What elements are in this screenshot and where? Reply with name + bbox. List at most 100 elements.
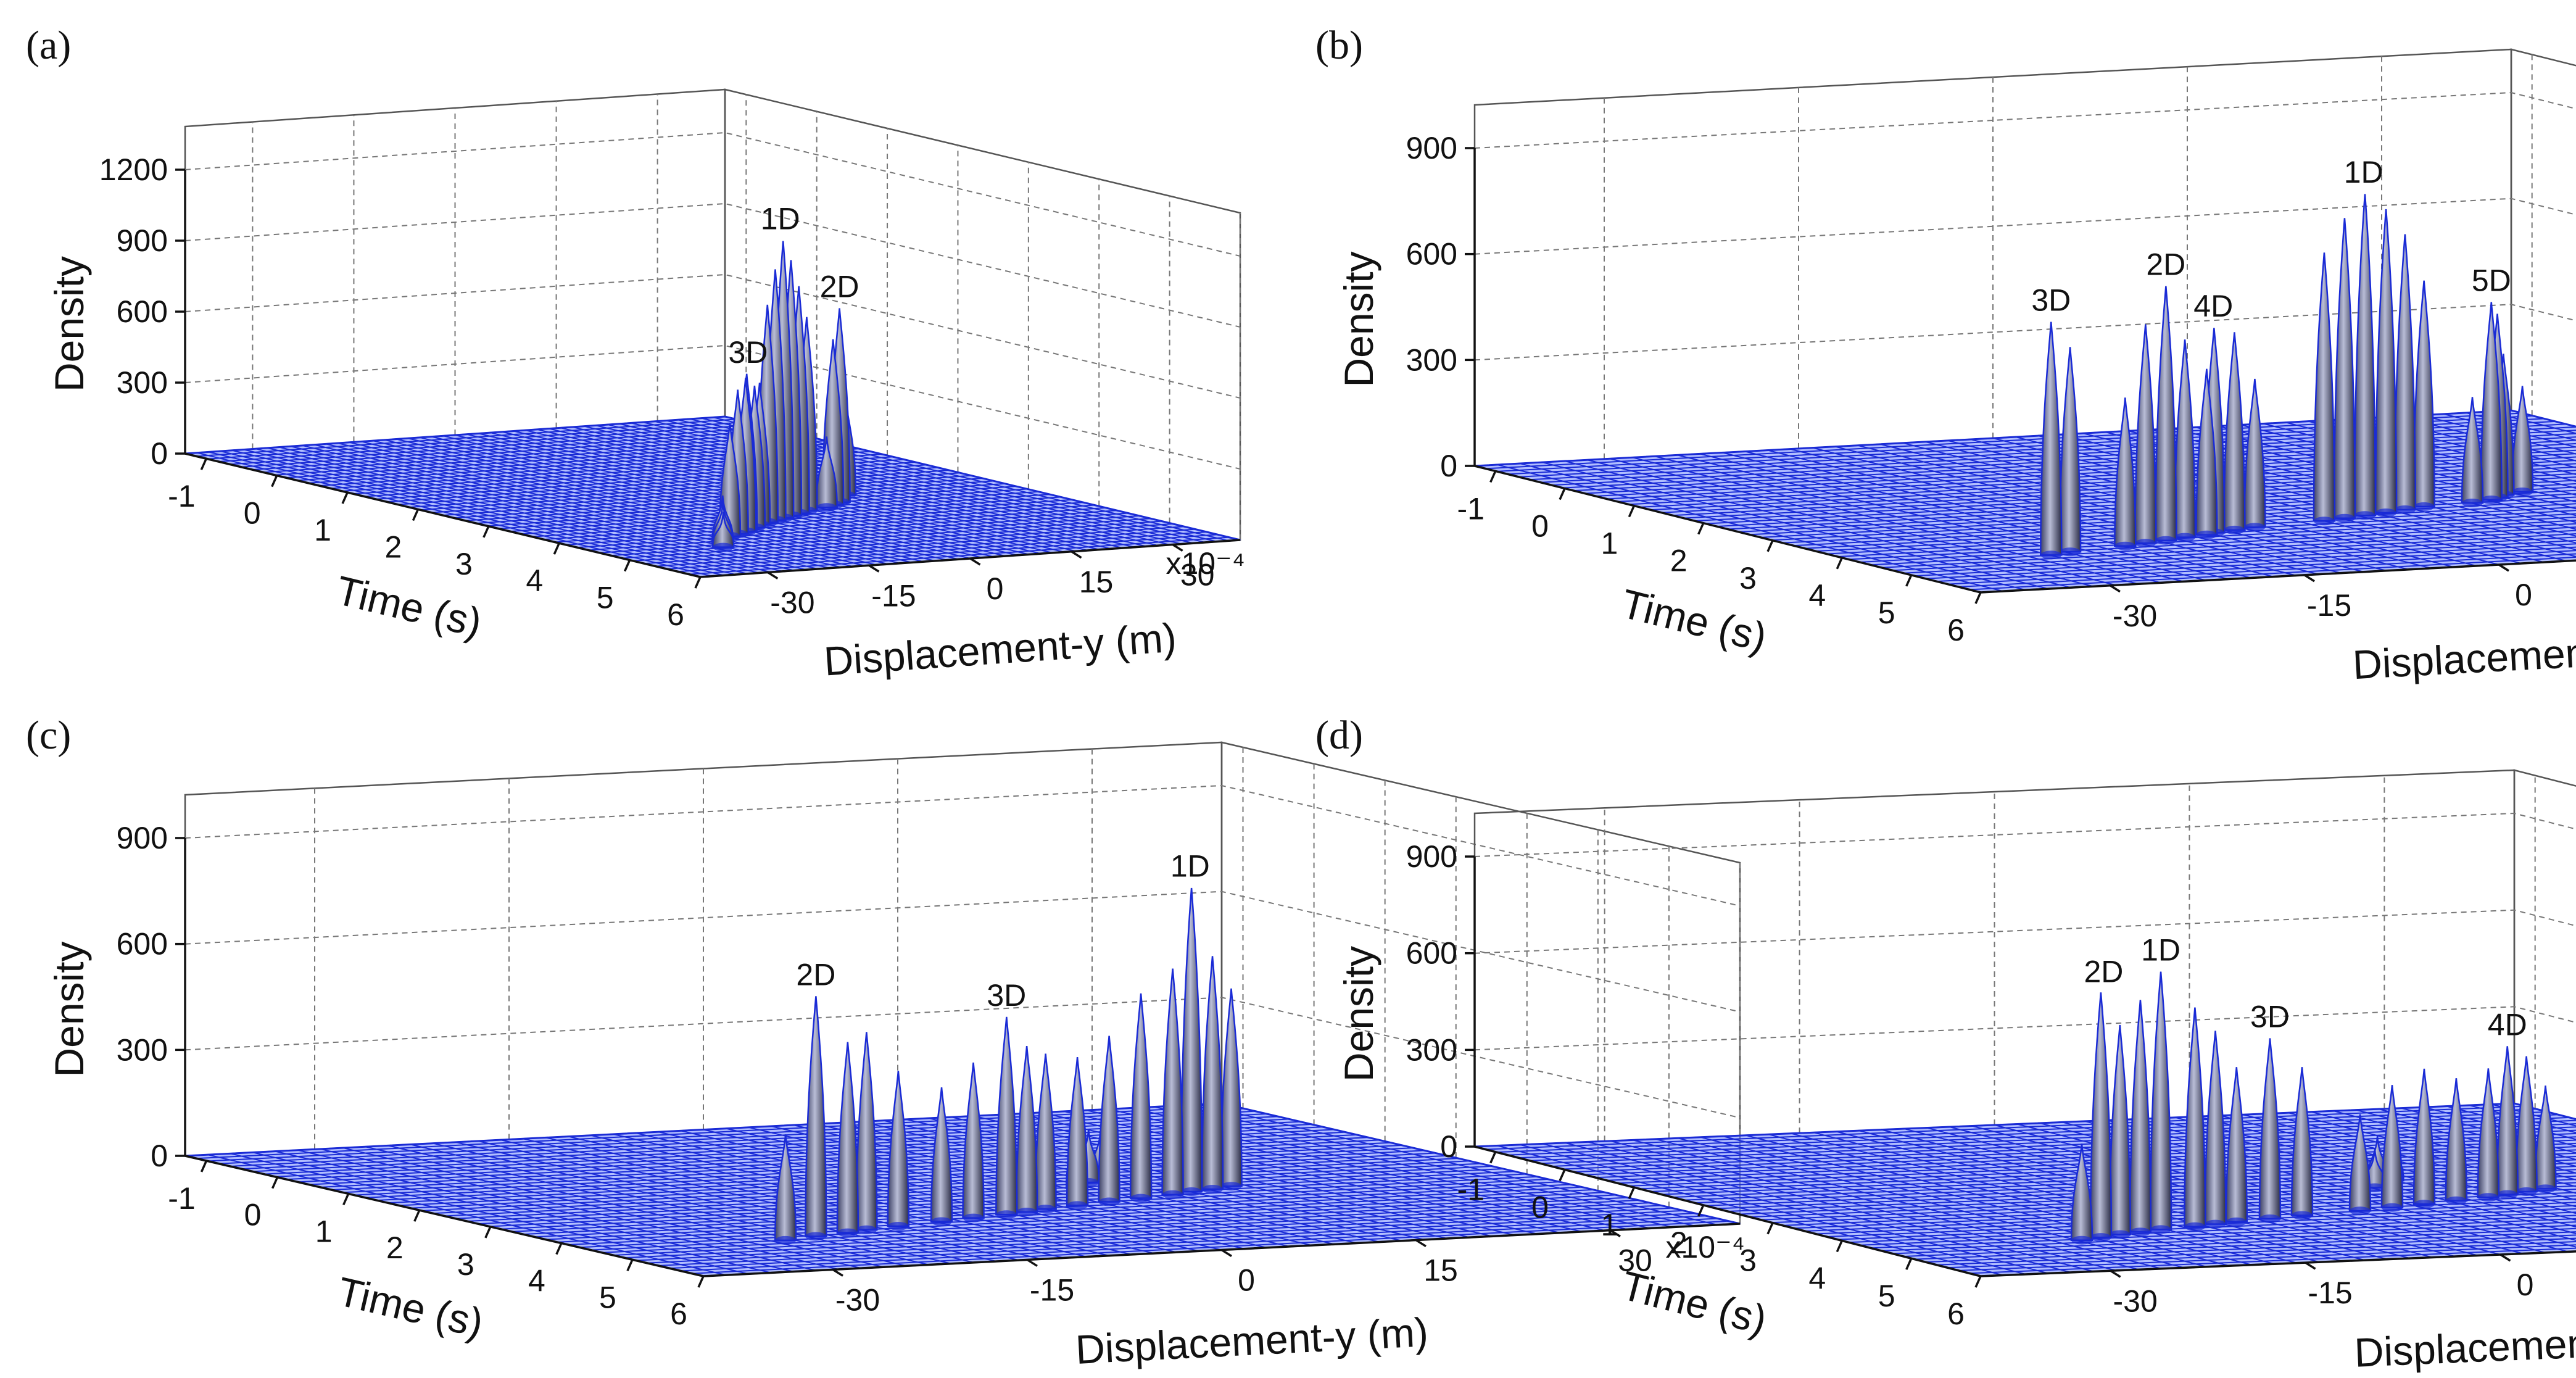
spike-base	[2512, 488, 2533, 497]
spike-base	[816, 503, 837, 512]
mesh-line	[278, 446, 795, 571]
time-tick	[484, 1226, 492, 1239]
density-spike	[2380, 1085, 2404, 1208]
mesh-line	[320, 1148, 839, 1270]
displacement-tick-label: 0	[987, 571, 1004, 606]
mesh-line	[1699, 453, 2206, 581]
mesh-line	[1857, 444, 2364, 573]
mesh-line	[2356, 1109, 2576, 1167]
mesh-line	[1520, 1143, 2026, 1275]
spike-base	[2291, 1211, 2313, 1220]
displacement-tick-label: -30	[770, 586, 814, 620]
density-spike	[2134, 324, 2157, 544]
spike-base	[2334, 513, 2355, 523]
spike-base	[775, 1235, 797, 1245]
density-spike	[1180, 887, 1203, 1193]
time-tick	[1559, 488, 1566, 500]
spike-base	[2477, 1193, 2499, 1202]
z-gridline	[1474, 304, 2576, 361]
mesh-line	[2488, 410, 2576, 434]
time-tick	[341, 492, 349, 504]
displacement-tick	[2110, 1269, 2121, 1278]
z-tick-label: 900	[117, 821, 168, 855]
spike-base	[2155, 536, 2177, 545]
density-spike	[2258, 1038, 2282, 1220]
time-tick	[1697, 522, 1705, 535]
mesh-line	[230, 1153, 749, 1275]
time-tick-label: 5	[1878, 1279, 1895, 1313]
panel-label: (d)	[1315, 713, 1363, 758]
mesh-line	[220, 450, 736, 576]
density-spike	[2058, 347, 2082, 553]
density-spike	[887, 1071, 910, 1227]
spike-base	[2040, 550, 2062, 560]
time-tick-label: 1	[315, 1214, 333, 1248]
density-spike	[2223, 332, 2246, 531]
mesh-line	[478, 1140, 997, 1262]
time-tick-label: 6	[1947, 1297, 1965, 1331]
displacement-exponent: x10⁻⁴	[1666, 1230, 1746, 1264]
time-axis	[184, 1155, 704, 1277]
mesh-line	[1199, 1103, 1718, 1226]
density-spike	[1066, 1056, 1089, 1206]
mesh-line	[1633, 1139, 2139, 1271]
displacement-tick	[1172, 544, 1183, 552]
time-tick	[1766, 540, 1774, 552]
displacement-tick-label: -15	[871, 578, 916, 613]
displacement-axis-title: Displacement-y (m)	[822, 615, 1178, 684]
spike-base	[2413, 1200, 2435, 1209]
time-axis	[184, 452, 701, 578]
time-tick-label: 1	[1601, 526, 1618, 561]
density-spikes	[711, 241, 857, 552]
time-tick-label: 2	[1670, 544, 1688, 578]
time-tick	[1489, 1151, 1497, 1164]
time-tick	[1697, 1205, 1705, 1217]
displacement-tick-label: 15	[1079, 565, 1114, 599]
time-tick	[200, 458, 207, 470]
time-tick	[482, 526, 490, 538]
time-tick-label: 2	[385, 529, 402, 564]
mesh-line	[658, 1131, 1177, 1253]
density-spike	[2412, 1068, 2436, 1205]
time-tick-label: 5	[599, 1280, 616, 1314]
spike-base	[1098, 1197, 1120, 1206]
time-tick	[626, 1259, 634, 1271]
displacement-exponent: x10⁻⁴	[1166, 546, 1246, 581]
spike-base	[1035, 1205, 1056, 1214]
spike-base	[2129, 1227, 2151, 1237]
time-tick-label: 4	[528, 1264, 545, 1298]
z-gridline	[1474, 909, 2576, 954]
displacement-tick-label: 30	[1618, 1243, 1652, 1278]
density-spike	[2070, 1143, 2094, 1241]
time-tick-label: -1	[1457, 1173, 1484, 1207]
displacement-tick	[1415, 1239, 1427, 1248]
mesh-line	[2469, 1105, 2576, 1134]
spike-base	[2462, 499, 2483, 508]
mesh-line	[1632, 457, 2139, 585]
density-spike	[2204, 1031, 2227, 1225]
right-wall	[2513, 769, 2576, 1120]
peak-label: 1D	[2141, 933, 2180, 968]
spike-base	[2516, 1187, 2537, 1196]
z-tick-label: 900	[117, 223, 168, 258]
z-tick-label: 300	[117, 1032, 168, 1067]
mesh-line	[1745, 450, 2251, 579]
mesh-line	[297, 1149, 816, 1271]
time-tick-label: 5	[597, 581, 614, 615]
z-tick-label: 1200	[99, 152, 168, 187]
spike-base	[1130, 1193, 1152, 1203]
z-gridline	[1474, 1006, 2576, 1051]
time-tick	[1628, 1187, 1635, 1199]
peak-label: 2D	[820, 269, 859, 304]
density-spike	[2374, 209, 2398, 514]
mesh-line	[631, 422, 1147, 547]
spike-base	[996, 1210, 1017, 1219]
mesh-line	[326, 443, 842, 568]
time-axis	[1474, 465, 1981, 594]
density-spike	[930, 1087, 953, 1222]
displacement-tick	[969, 557, 981, 566]
density-spike	[2040, 322, 2063, 556]
z-tick-label: 300	[1406, 342, 1457, 377]
